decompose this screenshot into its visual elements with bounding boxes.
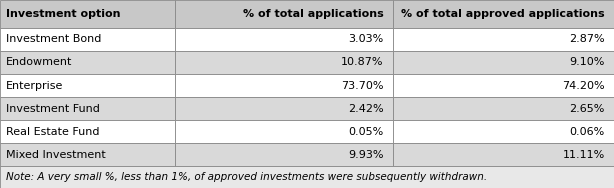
Bar xyxy=(175,28,393,51)
Bar xyxy=(175,143,393,166)
Text: 2.65%: 2.65% xyxy=(569,104,605,114)
Text: 2.42%: 2.42% xyxy=(348,104,384,114)
Bar xyxy=(0,28,175,51)
Text: 10.87%: 10.87% xyxy=(341,58,384,67)
Bar xyxy=(393,28,614,51)
Bar xyxy=(393,120,614,143)
Text: 11.11%: 11.11% xyxy=(562,150,605,160)
Text: 9.93%: 9.93% xyxy=(348,150,384,160)
Text: Investment Fund: Investment Fund xyxy=(6,104,100,114)
Bar xyxy=(393,0,614,28)
Bar xyxy=(0,120,175,143)
Bar xyxy=(393,51,614,74)
Text: 73.70%: 73.70% xyxy=(341,80,384,91)
Text: 0.06%: 0.06% xyxy=(570,127,605,137)
Text: Investment option: Investment option xyxy=(6,9,120,19)
Text: Mixed Investment: Mixed Investment xyxy=(6,150,106,160)
Text: 9.10%: 9.10% xyxy=(569,58,605,67)
Text: 2.87%: 2.87% xyxy=(569,34,605,44)
Bar xyxy=(175,74,393,97)
Bar xyxy=(0,0,175,28)
Text: Endowment: Endowment xyxy=(6,58,72,67)
Bar xyxy=(0,74,175,97)
Text: % of total applications: % of total applications xyxy=(243,9,384,19)
Bar xyxy=(393,74,614,97)
Text: 74.20%: 74.20% xyxy=(562,80,605,91)
Bar xyxy=(0,97,175,120)
Bar xyxy=(393,143,614,166)
Text: 3.03%: 3.03% xyxy=(349,34,384,44)
Text: Real Estate Fund: Real Estate Fund xyxy=(6,127,99,137)
Text: Note: A very small %, less than 1%, of approved investments were subsequently wi: Note: A very small %, less than 1%, of a… xyxy=(6,172,488,182)
Text: % of total approved applications: % of total approved applications xyxy=(401,9,605,19)
Bar xyxy=(175,51,393,74)
Bar xyxy=(0,143,175,166)
Text: Investment Bond: Investment Bond xyxy=(6,34,101,44)
Bar xyxy=(393,97,614,120)
Text: 0.05%: 0.05% xyxy=(349,127,384,137)
Text: Enterprise: Enterprise xyxy=(6,80,63,91)
Bar xyxy=(0,166,614,188)
Bar xyxy=(175,120,393,143)
Bar xyxy=(0,51,175,74)
Bar xyxy=(175,0,393,28)
Bar xyxy=(175,97,393,120)
